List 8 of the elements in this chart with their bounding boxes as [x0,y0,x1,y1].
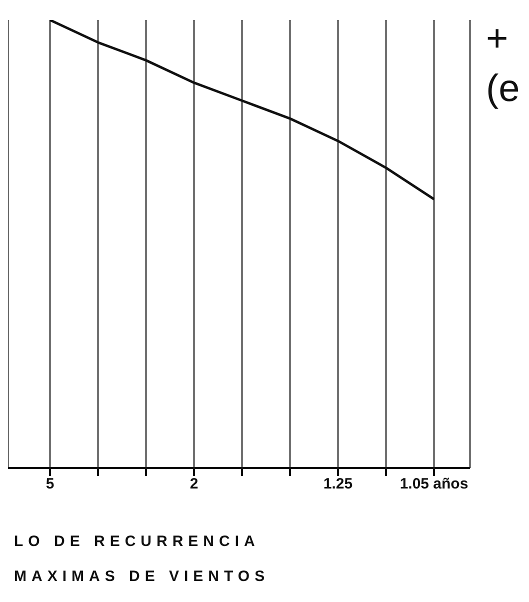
x-axis-title: LO DE RECURRENCIA [14,533,260,550]
x-tick-label: 1.25 [323,476,353,493]
text: MAXIMAS DE VIENTOS [14,568,270,585]
text: + [486,18,508,61]
x-tick-label: 1.05 años [400,476,468,493]
x-tick-label: 5 [46,476,54,493]
text: (e [486,68,520,111]
x-tick-label: 2 [190,476,198,493]
